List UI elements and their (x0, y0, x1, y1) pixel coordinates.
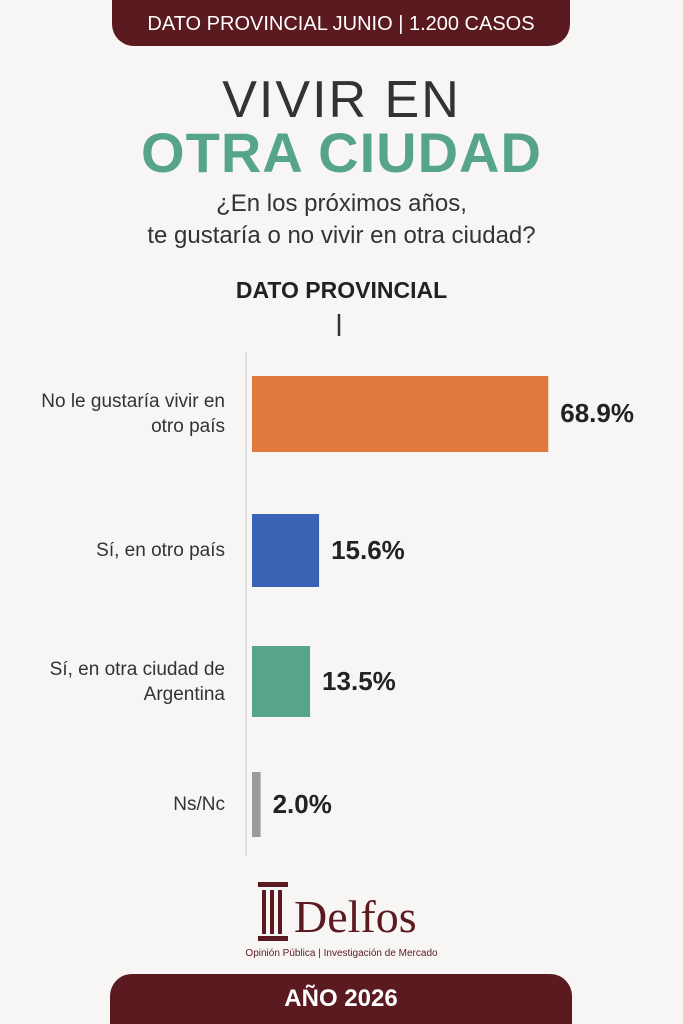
logo-tagline: Opinión Pública | Investigación de Merca… (245, 948, 438, 959)
value-label: 15.6% (331, 534, 405, 565)
bar (252, 376, 549, 452)
value-label: 68.9% (560, 398, 634, 428)
bar (252, 646, 311, 717)
category-label: No le gustaría vivir en otro país (41, 391, 225, 437)
value-label: 2.0% (272, 788, 332, 819)
subtitle: ¿En los próximos años, (216, 190, 467, 217)
chart-subtitle: DATO PROVINCIAL (235, 277, 448, 303)
header: DATO PROVINCIAL JUNIO | 1.200 CASOS (112, 0, 570, 46)
logo-icon (258, 882, 288, 941)
category-label: Sí, en otra ciudad de Argentina (49, 658, 225, 705)
title-line: OTRA CIUDAD (141, 121, 542, 184)
subtitle: te gustaría o no vivir en otra ciudad? (147, 222, 536, 249)
footer: AÑO 2026 (110, 974, 572, 1024)
category-label: Ns/Nc (173, 794, 225, 815)
bar (252, 772, 261, 837)
value-label: 13.5% (322, 665, 396, 696)
bar (252, 514, 320, 587)
title-line: VIVIR EN (222, 71, 461, 129)
category-label: Sí, en otro país (96, 540, 225, 561)
logo-name: Delfos (294, 891, 417, 942)
